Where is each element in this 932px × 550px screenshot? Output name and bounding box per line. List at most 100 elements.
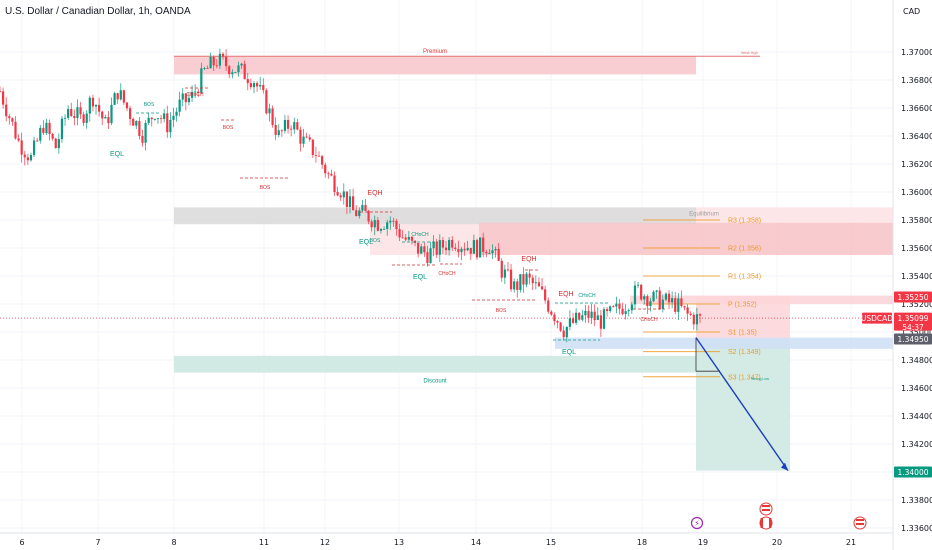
candle-up [252, 83, 256, 88]
candle-up [113, 93, 116, 105]
candle-up [534, 282, 537, 284]
candle-down [107, 117, 110, 124]
candle-up [568, 318, 572, 327]
candle-up [575, 312, 578, 323]
discount-label: Discount [423, 379, 447, 385]
candle-up [163, 113, 166, 119]
entry-zone [555, 337, 893, 349]
price-axis[interactable]: 1.37000 1.36800 1.36600 1.36400 1.36200 1.360… [901, 48, 932, 533]
candle-up [596, 315, 599, 321]
price-tag-green [894, 466, 932, 478]
candle-up [420, 246, 423, 254]
candle-up [144, 122, 147, 143]
candle-down [286, 119, 290, 129]
candle-down [370, 221, 373, 228]
smc-label-choch: CHoCH [438, 271, 456, 277]
candle-down [537, 282, 541, 287]
candle-up [147, 117, 150, 123]
price-tag-gray [894, 333, 932, 345]
candle-up [231, 72, 234, 75]
us-flag-stripe [856, 523, 864, 525]
smc-label-choch: CHoCH [411, 232, 429, 238]
candle-down [454, 247, 457, 250]
x-tick-label: 11 [259, 538, 269, 547]
candle-down [339, 195, 342, 198]
candle-down [451, 239, 454, 248]
candle-down [23, 154, 26, 158]
candle-up [661, 299, 664, 309]
y-tick-label: 1.33800 [901, 496, 932, 505]
candle-up [119, 90, 122, 100]
y-tick-label: 1.35000 [901, 328, 932, 337]
candle-down [150, 117, 153, 120]
candle-down [116, 93, 119, 100]
candle-down [243, 63, 246, 80]
weak-high-label: Weak High [741, 51, 758, 55]
candle-down [54, 138, 57, 149]
candle-up [187, 97, 191, 103]
strong-low-label: Strong Low [751, 377, 769, 381]
candle-up [643, 296, 646, 300]
x-tick-label: 19 [698, 538, 708, 547]
candle-up [389, 220, 392, 223]
candle-down [351, 196, 355, 211]
candle-up [513, 281, 516, 290]
y-tick-label: 1.37000 [901, 48, 932, 57]
candle-down [91, 97, 95, 107]
candle-up [382, 228, 386, 230]
y-tick-label: 1.34800 [901, 356, 932, 365]
candle-down [444, 247, 448, 251]
candle-up [85, 113, 88, 123]
candle-up [407, 236, 410, 240]
x-tick-label: 13 [394, 538, 404, 547]
candle-down [509, 269, 513, 290]
y-tick-label: 1.34200 [901, 440, 932, 449]
time-axis[interactable]: 6 7 8 11 12 13 14 15 18 19 20 21 [19, 538, 856, 547]
lightning-icon-glyph: ⚡ [694, 519, 700, 528]
candle-up [633, 285, 637, 305]
price-axis-panel[interactable] [893, 0, 932, 550]
candle-down [5, 104, 8, 117]
pivot-label: R1 (1.354) [728, 274, 761, 281]
candle-down [485, 251, 488, 254]
event-icons[interactable]: ⚡ [690, 502, 867, 530]
candle-down [423, 246, 426, 253]
candle-down [410, 236, 414, 241]
candle-down [271, 108, 274, 125]
candle-up [156, 118, 160, 119]
candles [0, 48, 702, 343]
candle-down [305, 136, 308, 138]
candle-down [225, 56, 228, 67]
candle-down [469, 247, 472, 254]
pivot-label: S2 (1.349) [728, 349, 761, 356]
candle-down [132, 118, 135, 126]
price-tag-red-main [894, 312, 932, 331]
candle-up [472, 240, 475, 254]
discount-zone [174, 355, 696, 373]
candle-down [42, 127, 45, 134]
candle-down [376, 220, 379, 231]
candle-down [336, 191, 339, 196]
candle-down [398, 229, 401, 238]
candle-up [169, 119, 172, 133]
candle-up [135, 120, 138, 126]
x-tick-label: 6 [19, 538, 24, 547]
candle-up [57, 139, 60, 149]
lightning-icon[interactable] [690, 516, 704, 530]
candle-down [299, 129, 302, 144]
candle-down [392, 220, 395, 222]
candle-up [88, 97, 91, 114]
price-tag-value: 1.35099 [897, 314, 928, 323]
candle-down [51, 133, 54, 139]
candle-down [212, 56, 215, 66]
y-tick-label: 1.35200 [901, 300, 932, 309]
candle-down [553, 314, 556, 322]
x-tick-label: 21 [846, 538, 856, 547]
candle-down [125, 102, 129, 109]
candle-down [138, 120, 141, 136]
candle-down [463, 248, 466, 251]
candle-up [432, 241, 435, 249]
candle-down [70, 108, 73, 116]
us-flag-stripe [856, 519, 864, 521]
